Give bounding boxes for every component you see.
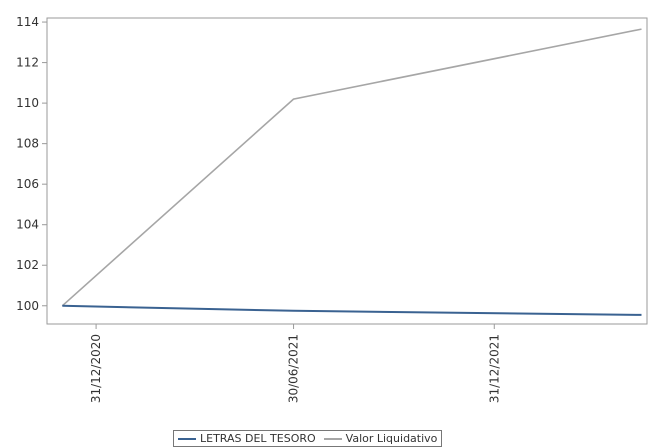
legend-item-letras: LETRAS DEL TESORO bbox=[178, 432, 316, 445]
plot-frame bbox=[46, 17, 648, 325]
legend: LETRAS DEL TESORO Valor Liquidativo bbox=[173, 430, 443, 447]
y-tick-label: 108 bbox=[16, 137, 39, 151]
x-axis: 31/12/2020 30/06/2021 31/12/2021 bbox=[89, 324, 501, 403]
legend-label-letras: LETRAS DEL TESORO bbox=[200, 432, 316, 445]
y-tick-label: 114 bbox=[16, 15, 39, 29]
series-layer bbox=[61, 28, 642, 316]
y-tick-label: 104 bbox=[16, 218, 39, 232]
series-line-letras-del-tesoro bbox=[62, 304, 642, 316]
legend-swatch-valor bbox=[323, 437, 342, 440]
legend-swatch-letras bbox=[178, 437, 196, 440]
y-tick-label: 106 bbox=[16, 177, 39, 191]
y-axis: 100 102 104 106 108 110 112 114 bbox=[16, 15, 47, 313]
legend-label-valor: Valor Liquidativo bbox=[345, 432, 438, 445]
y-tick-label: 110 bbox=[16, 96, 39, 110]
series-line-valor-liquidativo bbox=[61, 28, 642, 307]
x-tick-label: 30/06/2021 bbox=[287, 334, 301, 403]
x-tick-label: 31/12/2021 bbox=[487, 334, 501, 403]
y-tick-label: 102 bbox=[16, 258, 39, 272]
y-tick-label: 112 bbox=[16, 56, 39, 70]
y-tick-label: 100 bbox=[16, 299, 39, 313]
legend-item-valor: Valor Liquidativo bbox=[323, 432, 438, 445]
x-tick-label: 31/12/2020 bbox=[89, 334, 103, 403]
